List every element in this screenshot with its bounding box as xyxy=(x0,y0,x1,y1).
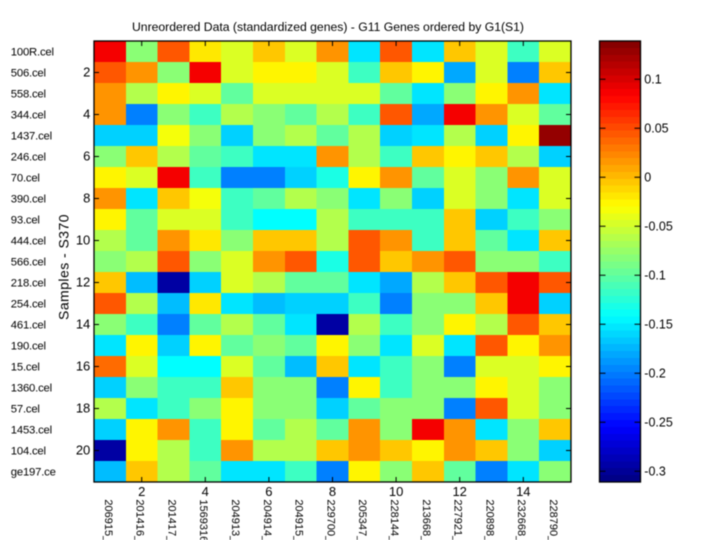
svg-text:227921_: 227921_ xyxy=(452,499,464,540)
svg-text:8: 8 xyxy=(329,484,336,499)
svg-text:254.cel: 254.cel xyxy=(11,299,46,311)
svg-text:201416_: 201416_ xyxy=(134,499,146,540)
svg-text:1437.cel: 1437.cel xyxy=(11,131,52,143)
svg-text:ge197.ce: ge197.ce xyxy=(11,467,56,479)
svg-text:204913_: 204913_ xyxy=(229,499,241,540)
svg-text:246.cel: 246.cel xyxy=(11,152,46,164)
svg-text:93.cel: 93.cel xyxy=(11,215,40,227)
svg-text:0.1: 0.1 xyxy=(644,73,661,87)
svg-text:14: 14 xyxy=(76,317,90,332)
svg-text:232668_: 232668_ xyxy=(515,499,527,540)
svg-text:213668_: 213668_ xyxy=(420,499,432,540)
svg-text:218.cel: 218.cel xyxy=(11,278,46,290)
svg-text:104.cel: 104.cel xyxy=(11,446,46,458)
svg-text:344.cel: 344.cel xyxy=(11,110,46,122)
svg-text:10: 10 xyxy=(76,233,90,248)
svg-text:Unreordered Data (standardized: Unreordered Data (standardized genes) - … xyxy=(132,20,524,34)
svg-text:-0.05: -0.05 xyxy=(644,220,673,234)
svg-text:-0.3: -0.3 xyxy=(644,465,666,479)
svg-text:8: 8 xyxy=(83,191,90,206)
svg-text:70.cel: 70.cel xyxy=(11,173,40,185)
svg-text:-0.15: -0.15 xyxy=(644,318,673,332)
svg-text:461.cel: 461.cel xyxy=(11,320,46,332)
svg-text:15.cel: 15.cel xyxy=(11,362,40,374)
svg-text:2: 2 xyxy=(138,484,145,499)
svg-text:228790_: 228790_ xyxy=(547,499,559,540)
svg-text:12: 12 xyxy=(76,275,90,290)
svg-text:444.cel: 444.cel xyxy=(11,236,46,248)
svg-text:57.cel: 57.cel xyxy=(11,404,40,416)
svg-text:220898_: 220898_ xyxy=(483,499,495,540)
svg-text:506.cel: 506.cel xyxy=(11,68,46,80)
svg-text:12: 12 xyxy=(452,484,466,499)
svg-text:390.cel: 390.cel xyxy=(11,194,46,206)
svg-text:0.05: 0.05 xyxy=(644,122,668,136)
svg-text:1569316: 1569316 xyxy=(197,499,209,540)
svg-text:14: 14 xyxy=(516,484,530,499)
svg-text:18: 18 xyxy=(76,401,90,416)
svg-text:4: 4 xyxy=(83,107,90,122)
svg-text:10: 10 xyxy=(389,484,403,499)
svg-text:204915_: 204915_ xyxy=(293,499,305,540)
svg-text:229700_: 229700_ xyxy=(324,499,336,540)
svg-text:16: 16 xyxy=(76,359,90,374)
svg-text:0: 0 xyxy=(644,171,651,185)
svg-text:558.cel: 558.cel xyxy=(11,89,46,101)
svg-text:-0.1: -0.1 xyxy=(644,269,666,283)
svg-text:20: 20 xyxy=(76,443,90,458)
svg-text:4: 4 xyxy=(202,484,209,499)
svg-text:228144_: 228144_ xyxy=(388,499,400,540)
svg-text:6: 6 xyxy=(83,149,90,164)
svg-text:100R.cel: 100R.cel xyxy=(11,47,54,59)
svg-text:2: 2 xyxy=(83,65,90,80)
svg-text:206915_: 206915_ xyxy=(102,499,114,540)
svg-text:-0.2: -0.2 xyxy=(644,367,666,381)
svg-text:204914_: 204914_ xyxy=(261,499,273,540)
svg-text:205347_: 205347_ xyxy=(356,499,368,540)
svg-text:201417_: 201417_ xyxy=(165,499,177,540)
svg-text:-0.25: -0.25 xyxy=(644,416,673,430)
svg-text:6: 6 xyxy=(265,484,272,499)
svg-text:1360.cel: 1360.cel xyxy=(11,383,52,395)
svg-text:Samples - S370: Samples - S370 xyxy=(56,214,72,320)
svg-text:566.cel: 566.cel xyxy=(11,257,46,269)
svg-text:190.cel: 190.cel xyxy=(11,341,46,353)
svg-text:1453.cel: 1453.cel xyxy=(11,425,52,437)
